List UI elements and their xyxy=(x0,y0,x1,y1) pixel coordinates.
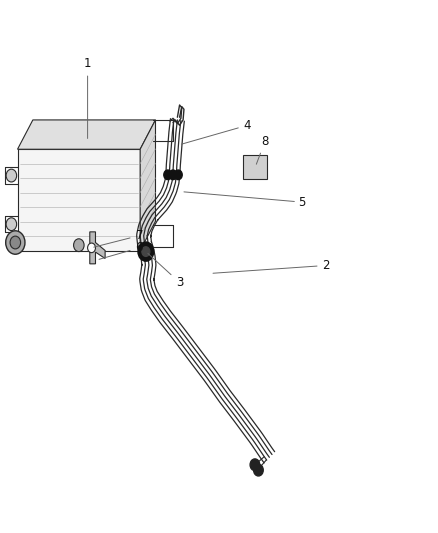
Text: 8: 8 xyxy=(256,135,268,164)
Circle shape xyxy=(88,243,95,253)
Circle shape xyxy=(6,231,25,254)
Circle shape xyxy=(174,170,182,180)
Text: 6: 6 xyxy=(99,241,143,260)
Polygon shape xyxy=(18,120,155,149)
Circle shape xyxy=(6,218,17,231)
Text: 5: 5 xyxy=(299,196,306,209)
Polygon shape xyxy=(90,232,105,264)
Text: 7: 7 xyxy=(94,229,143,247)
Bar xyxy=(243,155,267,179)
Circle shape xyxy=(169,170,177,180)
Text: 2: 2 xyxy=(213,259,330,273)
Circle shape xyxy=(10,236,21,249)
Circle shape xyxy=(142,247,150,256)
Circle shape xyxy=(74,239,84,252)
Circle shape xyxy=(250,459,260,471)
Text: 3: 3 xyxy=(148,254,183,289)
Circle shape xyxy=(254,464,263,476)
Circle shape xyxy=(138,242,154,261)
Polygon shape xyxy=(140,120,155,251)
Text: 1: 1 xyxy=(84,58,92,139)
Text: 4: 4 xyxy=(181,119,251,144)
Polygon shape xyxy=(18,149,140,251)
Circle shape xyxy=(6,169,17,182)
Circle shape xyxy=(164,170,172,180)
